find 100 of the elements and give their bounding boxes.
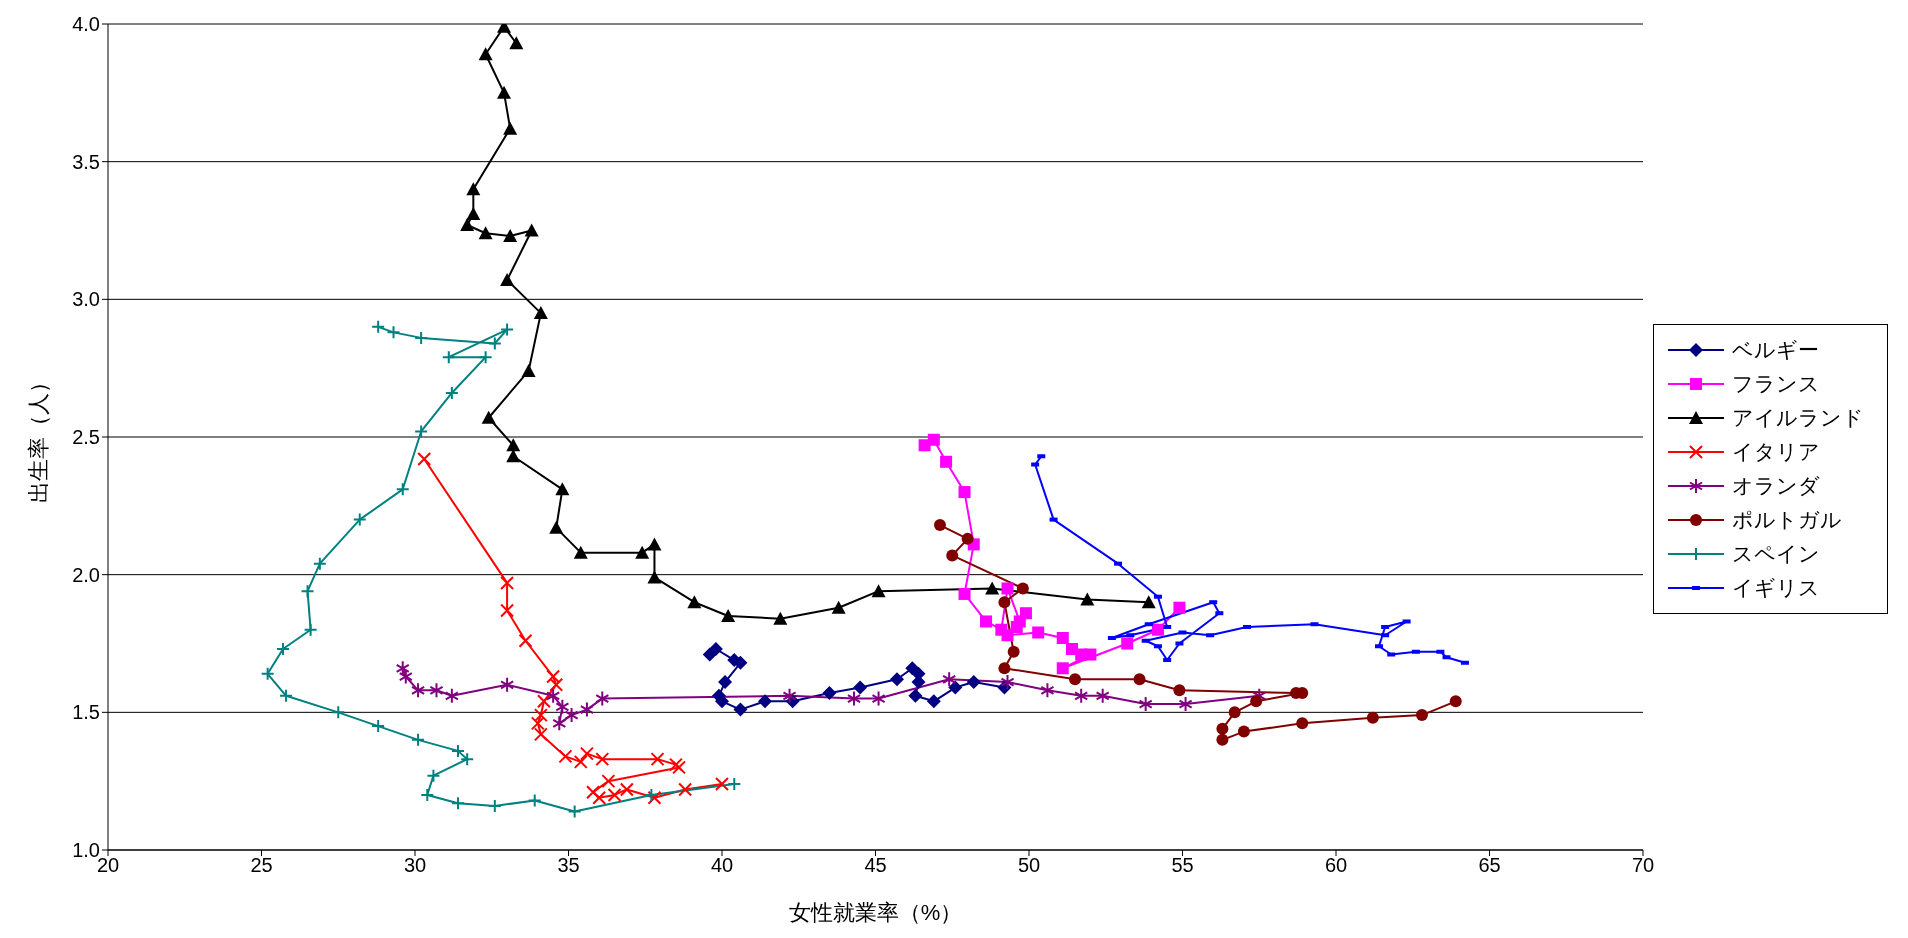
point [260,666,275,681]
point [371,719,386,734]
point [966,675,981,690]
x-tick-label: 40 [710,854,734,877]
point [279,688,294,703]
x-tick-label: 50 [1017,854,1041,877]
point [503,229,518,243]
point [782,687,797,704]
legend-label: フランス [1732,371,1820,397]
point [478,47,493,61]
point [846,690,862,707]
point [871,584,886,598]
point [940,455,953,468]
point [998,662,1011,675]
point [595,752,610,767]
point [985,581,1000,595]
point [1138,696,1153,713]
point [708,642,723,657]
legend-label: スペイン [1732,541,1820,567]
point [331,705,346,720]
point [573,545,588,559]
point [946,549,959,562]
point [1121,637,1134,650]
point [1074,687,1089,704]
point [441,350,456,365]
point [564,707,579,724]
point [312,556,327,571]
point [503,121,518,135]
point [733,702,748,717]
x-tick-label: 35 [557,854,580,877]
point [1001,582,1014,595]
point [549,677,564,692]
point [927,433,940,446]
point [573,754,588,769]
point [460,217,475,231]
point [1173,684,1186,697]
point [450,796,465,811]
point [500,575,515,590]
point [420,787,435,802]
point [601,774,616,789]
point [942,671,957,688]
point [1151,623,1164,636]
point [567,804,582,819]
point [411,732,426,747]
point [533,306,548,320]
legend-label: ベルギー [1732,337,1819,363]
x-tick-label: 45 [864,854,887,877]
point [506,449,521,463]
point [1216,722,1229,735]
x-tick-label: 30 [403,854,427,877]
point [1016,582,1029,595]
y-tick-label: 3.5 [72,150,100,173]
point [386,325,401,340]
point [668,757,683,772]
point [444,385,459,400]
point [586,785,601,800]
point [478,226,493,240]
point [552,715,567,732]
point [1056,631,1069,644]
point [672,760,687,775]
point [497,85,512,99]
point [395,482,410,497]
point [414,424,429,439]
point [466,206,481,220]
point [1141,595,1156,609]
point [1237,725,1250,738]
point [275,642,290,657]
point [889,672,904,687]
point [1032,626,1045,639]
point [524,223,539,237]
point [1069,673,1082,686]
point [1000,674,1015,691]
point [958,486,971,499]
point [647,537,662,551]
point [1415,709,1428,722]
point [300,584,315,599]
x-tick-label: 60 [1324,854,1348,877]
point [1001,629,1014,642]
point [487,336,502,351]
point [506,438,521,452]
x-tick-label: 55 [1171,854,1194,877]
point [678,782,693,797]
point [500,322,515,337]
point [466,182,481,196]
point [411,682,426,699]
point [303,622,318,637]
point [1007,645,1020,658]
point [948,680,963,695]
point [352,512,367,527]
point [908,688,923,703]
point [549,520,564,534]
point [1019,607,1032,620]
point [1178,696,1193,713]
point [429,682,444,699]
y-tick-label: 1.5 [72,701,100,724]
legend-label: オランダ [1732,473,1820,499]
point [500,603,515,618]
y-axis-title: 出生率（人） [25,371,51,503]
point [721,608,736,622]
point [757,694,772,709]
